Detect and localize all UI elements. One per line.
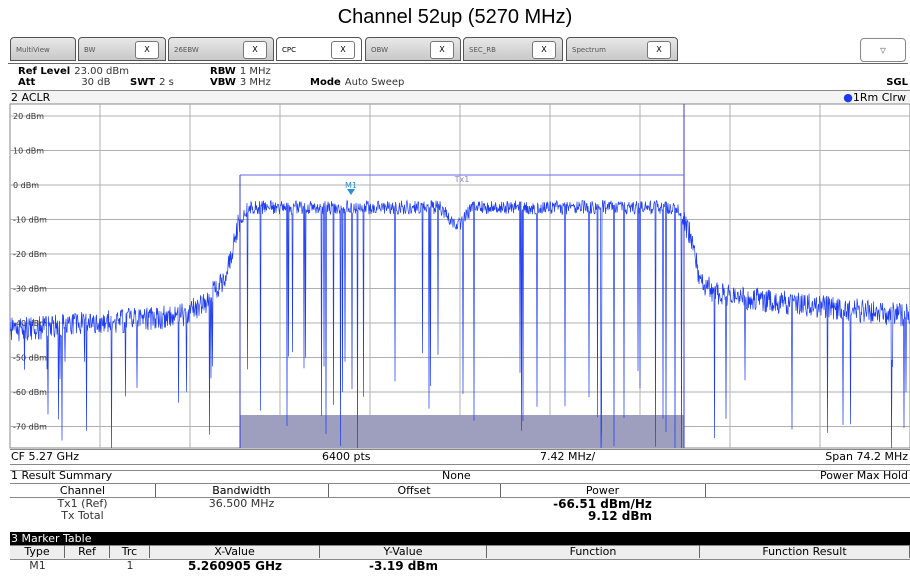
column-header: Y-Value	[320, 545, 487, 558]
dropdown[interactable]: ▿	[860, 38, 906, 62]
setting-value: Auto Sweep	[344, 77, 405, 88]
tab-close[interactable]: X	[532, 41, 556, 59]
tab-label: OBW	[371, 46, 388, 54]
marker-cell: 1	[126, 559, 134, 572]
column-header: X-Value	[150, 545, 320, 558]
tab[interactable]: CPC X	[276, 37, 362, 61]
summary-cell: Tx Total	[61, 509, 104, 522]
y-label: -60 dBm	[13, 388, 47, 397]
setting-value: 23.00 dBm	[74, 66, 129, 77]
window-header	[10, 90, 910, 104]
summary-title: 1 Result Summary	[11, 469, 113, 482]
y-label: 0 dBm	[13, 181, 39, 190]
tab-label: MultiView	[16, 46, 50, 54]
summary-header	[10, 470, 910, 471]
setting-label: Ref Level	[18, 66, 71, 77]
setting: Att 30 dB	[18, 77, 110, 88]
setting-label: Att	[18, 77, 36, 88]
y-label: -70 dBm	[13, 423, 47, 432]
footer-bar	[10, 449, 910, 465]
column-header: Function	[487, 545, 700, 558]
summary-cell: 36.500 MHz	[208, 497, 275, 510]
column-header: Power	[500, 484, 706, 497]
column-header: Offset	[328, 484, 501, 497]
setting-label: SWT	[130, 77, 156, 88]
tab[interactable]: 26EBW X	[168, 37, 274, 61]
channel-label: Tx1	[454, 175, 470, 184]
center-frequency: CF 5.27 GHz	[11, 450, 80, 463]
y-label: 20 dBm	[13, 112, 44, 121]
channel-bar	[240, 415, 684, 448]
column-header: Channel	[10, 484, 156, 497]
setting-value: 30 dB	[81, 77, 111, 88]
setting-label: VBW	[210, 77, 236, 88]
tab[interactable]: SEC_RB X	[463, 37, 563, 61]
tab-label: CPC	[282, 46, 296, 54]
tab-close[interactable]: X	[331, 41, 355, 59]
tab-label: BW	[84, 46, 96, 54]
tab-label: 26EBW	[174, 46, 199, 54]
y-label: -30 dBm	[13, 285, 47, 294]
y-label: -10 dBm	[13, 216, 47, 225]
tab[interactable]: BW X	[78, 37, 166, 61]
span: Span 74.2 MHz	[825, 450, 908, 463]
tab-close[interactable]: X	[243, 41, 267, 59]
summary-cell: -66.51 dBm/Hz	[553, 497, 652, 511]
tab-label: Spectrum	[572, 46, 606, 54]
tab[interactable]: Spectrum X	[566, 37, 678, 61]
marker-table-header	[10, 532, 910, 545]
y-label: 10 dBm	[13, 147, 44, 156]
trace	[10, 199, 910, 448]
column-header: Type	[10, 545, 65, 558]
column-header: Function Result	[700, 545, 910, 558]
tab-close[interactable]: X	[430, 41, 454, 59]
sweep-mode: SGL	[886, 77, 908, 88]
setting-value: 1 MHz	[239, 66, 271, 77]
marker-label: M1	[345, 181, 357, 190]
y-label: -50 dBm	[13, 354, 47, 363]
column-header: Trc	[110, 545, 150, 558]
setting-label: Mode	[310, 77, 341, 88]
setting-value: 2 s	[159, 77, 174, 88]
summary-hold: Power Max Hold	[819, 469, 908, 482]
setting-label: RBW	[210, 66, 236, 77]
tab[interactable]: MultiView	[10, 37, 76, 61]
tab-label: SEC_RB	[469, 46, 496, 54]
setting: Ref Level 23.00 dBm	[18, 66, 129, 77]
division: 7.42 MHz/	[540, 450, 596, 463]
marker-cell: -3.19 dBm	[368, 559, 438, 573]
trace-label-text: 1Rm Clrw	[852, 91, 906, 104]
summary-cell: 9.12 dBm	[587, 509, 652, 523]
setting: RBW 1 MHz	[210, 66, 271, 77]
column-header: Bandwidth	[155, 484, 329, 497]
summary-cell: Tx1 (Ref)	[57, 497, 108, 510]
title: Channel 52up (5270 MHz)	[337, 6, 573, 28]
tab-close[interactable]: X	[135, 41, 159, 59]
tab-bar	[8, 35, 908, 64]
window-title: 2 ACLR	[11, 91, 51, 104]
points: 6400 pts	[322, 450, 371, 463]
tab-close[interactable]: X	[647, 41, 671, 59]
tab[interactable]: OBW X	[365, 37, 461, 61]
summary-mode: None	[442, 469, 471, 482]
marker-table-title: 3 Marker Table	[11, 532, 92, 545]
trace-label: ●1Rm Clrw	[843, 91, 906, 104]
setting: VBW 3 MHz	[210, 77, 271, 88]
marker-cell: M1	[29, 559, 46, 572]
setting: SWT 2 s	[130, 77, 174, 88]
marker-symbol	[347, 189, 355, 195]
summary-column-bar	[10, 483, 910, 498]
marker-cell: 5.260905 GHz	[187, 559, 283, 573]
y-label: -20 dBm	[13, 250, 47, 259]
column-header: Ref	[65, 545, 110, 558]
setting-value: 3 MHz	[239, 77, 271, 88]
setting: Mode Auto Sweep	[310, 77, 404, 88]
marker-column-bar	[10, 545, 910, 560]
